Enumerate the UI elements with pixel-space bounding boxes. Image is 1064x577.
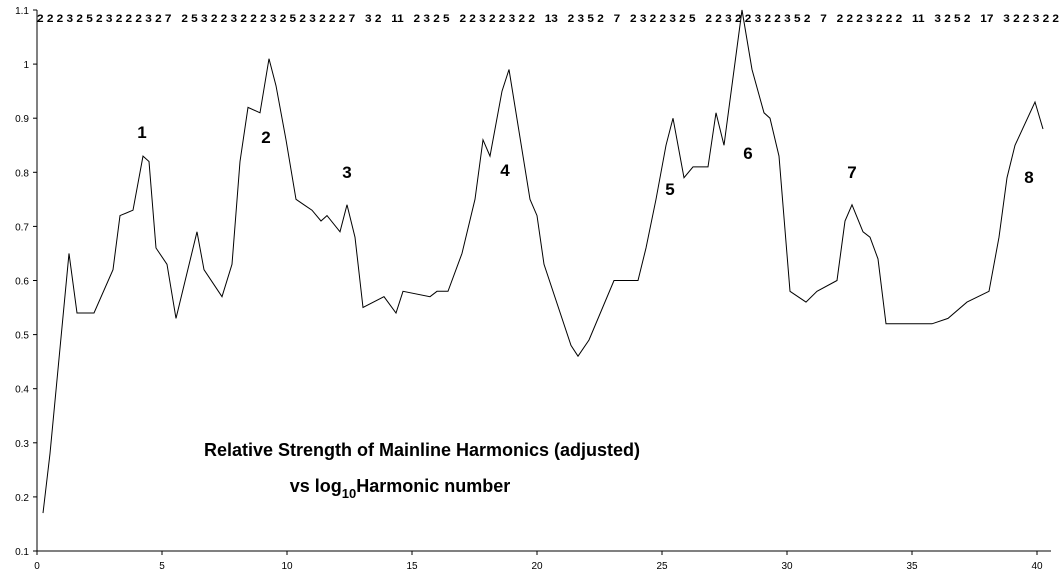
x-tick-label: 40 — [1031, 561, 1043, 572]
x-tick-label: 20 — [531, 561, 543, 572]
x-tick-label: 10 — [281, 561, 293, 572]
chart-title: Relative Strength of Mainline Harmonics … — [204, 440, 640, 460]
y-tick-label: 0.8 — [15, 168, 29, 179]
peak-label: 8 — [1024, 168, 1033, 187]
y-tick-label: 0.5 — [15, 331, 29, 342]
y-tick-label: 0.3 — [15, 439, 29, 450]
peak-label: 7 — [847, 163, 856, 182]
factor-labels: 2 2 2 3 2 5 2 3 2 2 2 3 2 7 2 5 3 2 2 3 … — [37, 13, 1059, 25]
subtitle-part: Harmonic number — [356, 476, 510, 496]
x-tick-label: 0 — [34, 561, 40, 572]
peak-label: 5 — [665, 180, 674, 199]
chart-subtitle: vs log10Harmonic number — [290, 476, 511, 501]
y-tick-label: 0.7 — [15, 222, 29, 233]
peak-label: 4 — [500, 161, 510, 180]
y-tick-label: 1.1 — [15, 6, 29, 17]
subtitle-subscript: 10 — [342, 486, 356, 501]
peak-label: 3 — [342, 163, 351, 182]
x-tick-label: 5 — [159, 561, 165, 572]
y-tick-label: 0.6 — [15, 277, 29, 288]
peak-label: 1 — [137, 123, 146, 142]
x-tick-label: 15 — [406, 561, 418, 572]
y-tick-label: 0.1 — [15, 547, 29, 558]
peak-label: 2 — [261, 128, 270, 147]
y-tick-label: 0.2 — [15, 493, 29, 504]
y-tick-label: 0.4 — [15, 385, 29, 396]
x-tick-label: 25 — [656, 561, 668, 572]
data-line — [42, 9, 1044, 514]
x-tick-label: 35 — [906, 561, 918, 572]
y-tick-label: 0.9 — [15, 114, 29, 125]
y-tick-label: 1 — [23, 60, 29, 71]
peak-label: 6 — [743, 144, 752, 163]
subtitle-part: vs log — [290, 476, 342, 496]
x-tick-label: 30 — [781, 561, 793, 572]
